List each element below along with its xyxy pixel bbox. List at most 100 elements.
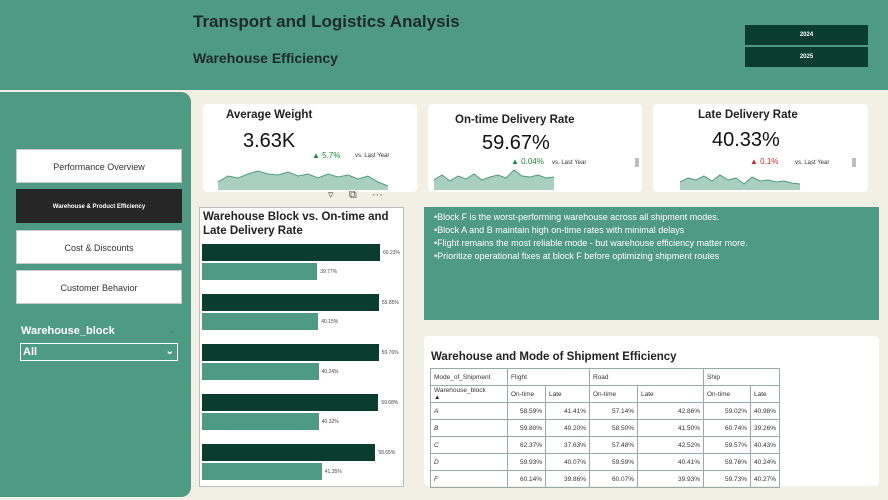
filter-icon[interactable]: ▿ [328,189,334,201]
bar-value-label: 58.65% [378,450,396,456]
bar-late[interactable] [202,363,319,380]
bar-late[interactable] [202,463,322,480]
table-cell: 41.41% [545,402,590,420]
warehouse-block-dropdown[interactable]: All ⌄ [20,343,178,361]
more-options-icon[interactable]: ··· [371,189,383,201]
table-row: A 58.59% 41.41% 57.14% 42.86% 59.02% 40.98% [430,402,781,420]
column-header[interactable]: On-time [703,385,751,403]
table-row: D 59.93% 40.07% 59.59% 40.41% 59.76% 40.24% [430,453,781,471]
row-label: F [430,470,508,488]
column-header[interactable]: Road [589,368,704,386]
row-label: D [430,453,508,471]
bar-on-time[interactable] [202,444,376,461]
column-header[interactable]: Flight [507,368,590,386]
row-label: C [430,436,508,454]
column-header[interactable]: Late [637,385,704,403]
table-cell: 60.07% [589,470,638,488]
column-header: Mode_of_Shipment [430,368,508,386]
column-header[interactable]: Ship [702,368,781,386]
table-cell: 40.98% [749,402,781,420]
insight-item: •Prioritize operational fixes at block F… [434,251,720,261]
table-row: C 62.37% 37.63% 57.48% 42.52% 59.57% 40.43% [430,436,781,454]
kpi-card-late-delivery: Late Delivery Rate 40.33% ▲ 0.1% vs. Las… [653,104,868,192]
table-cell: 39.26% [749,419,781,437]
row-label: B [430,419,508,437]
up-arrow-icon: ▲ [312,151,320,160]
kpi-title: Average Weight [226,109,313,121]
table-cell: 59.02% [703,402,751,420]
up-arrow-icon: ▲ [750,157,758,166]
kpi-delta-value: 0.1% [760,157,779,166]
nav-warehouse-product-efficiency[interactable]: Warehouse & Product Efficiency [16,189,182,223]
bar-late[interactable] [202,263,318,280]
table-cell: 40.27% [749,470,781,488]
table-cell: 42.52% [637,436,704,454]
up-arrow-icon: ▲ [511,157,519,166]
kpi-title: Late Delivery Rate [698,109,798,121]
kpi-delta-value: 5.7% [322,151,341,160]
scrollbar[interactable] [635,158,639,167]
chevron-down-icon: ⌄ [165,346,174,357]
bar-on-time[interactable] [202,294,379,311]
chart-title: Warehouse Block vs. On-time and Late Del… [203,211,389,237]
bar-value-label: 40.15% [321,319,339,325]
bar-value-label: 41.35% [324,469,342,475]
kpi-delta: ▲ 0.04% [511,157,544,166]
bar-chart-panel: Warehouse Block vs. On-time and Late Del… [199,207,404,487]
sidebar: Performance Overview Warehouse & Product… [0,92,191,497]
kpi-value: 3.63K [243,130,296,152]
page-subtitle: Warehouse Efficiency [193,50,338,66]
table-row: B 59.80% 40.20% 58.50% 41.50% 60.74% 39.26% [430,419,781,437]
column-header[interactable]: On-time [507,385,546,403]
table-cell: 42.86% [637,402,704,420]
kpi-card-on-time-delivery: On-time Delivery Rate 59.67% ▲ 0.04% vs.… [428,104,642,192]
table-cell: 40.43% [749,436,781,454]
table-cell: 57.14% [589,402,638,420]
kpi-comparison-label: vs. Last Year [355,153,390,159]
table-cell: 60.74% [703,419,751,437]
year-button-2025[interactable]: 2025 [745,47,868,67]
sparkline [434,169,555,190]
column-header[interactable]: On-time [589,385,638,403]
scrollbar[interactable] [852,158,856,167]
column-header[interactable]: Late [545,385,590,403]
table-title: Warehouse and Mode of Shipment Efficienc… [431,351,677,363]
insight-item: •Block A and B maintain high on-time rat… [434,225,685,235]
table-cell: 58.50% [589,419,638,437]
bar-value-label: 40.24% [321,369,339,375]
table-cell: 59.80% [507,419,546,437]
bar-on-time[interactable] [202,344,379,361]
table-cell: 39.93% [637,470,704,488]
kpi-value: 59.67% [482,132,550,154]
table-cell: 62.37% [507,436,546,454]
sparkline [218,170,389,190]
bar-late[interactable] [202,413,319,430]
table-cell: 37.63% [545,436,590,454]
bar-value-label: 59.68% [381,400,399,406]
focus-mode-icon[interactable]: ⧉ [348,189,357,201]
column-header[interactable]: Late [749,385,781,403]
nav-cost-discounts[interactable]: Cost & Discounts [16,230,182,264]
row-label: A [430,402,508,420]
bar-on-time[interactable] [202,244,380,261]
efficiency-matrix: Mode_of_Shipment Flight Road Ship Wareho… [430,368,781,488]
kpi-delta: ▲ 0.1% [750,157,778,166]
bar-on-time[interactable] [202,394,379,411]
kpi-title: On-time Delivery Rate [455,114,575,126]
nav-performance-overview[interactable]: Performance Overview [16,149,182,183]
page-title: Transport and Logistics Analysis [193,12,460,31]
nav-customer-behavior[interactable]: Customer Behavior [16,270,182,304]
table-row: F 60.14% 39.86% 60.07% 39.93% 59.73% 40.27% [430,470,781,488]
table-cell: 59.57% [703,436,751,454]
kpi-delta-value: 0.04% [521,157,544,166]
table-cell: 40.41% [637,453,704,471]
bar-late[interactable] [202,313,319,330]
bar-value-label: 59.85% [381,300,399,306]
table-cell: 40.07% [545,453,590,471]
chevron-down-icon[interactable]: ⌄ [168,325,176,335]
table-cell: 40.20% [545,419,590,437]
year-button-2024[interactable]: 2024 [745,25,868,45]
table-cell: 60.14% [507,470,546,488]
efficiency-table-panel: Warehouse and Mode of Shipment Efficienc… [424,336,879,488]
column-header[interactable]: Warehouse_block ▲ [430,385,508,403]
